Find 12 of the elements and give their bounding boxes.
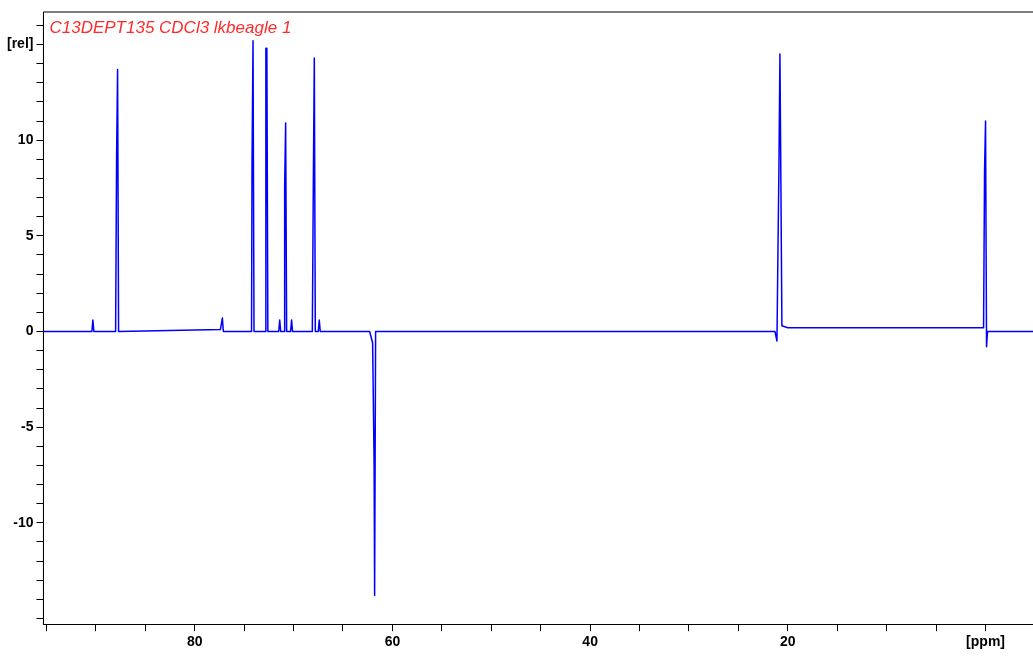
y-tick-label: 10: [17, 131, 34, 148]
y-tick-label: 0: [25, 322, 34, 339]
y-tick-label: 5: [25, 226, 34, 243]
x-tick-label: [ppm]: [966, 633, 1005, 650]
x-tick-label: 40: [582, 633, 599, 650]
chart-title: C13DEPT135 CDCl3 lkbeagle 1: [49, 18, 292, 38]
x-tick-label: 20: [780, 633, 796, 650]
x-tick-label: 80: [186, 633, 203, 650]
y-tick-label: -10: [13, 513, 34, 530]
x-tick-label: 60: [384, 633, 401, 650]
y-tick-label: -5: [21, 418, 34, 435]
y-tick-label: [rel]: [7, 35, 34, 52]
